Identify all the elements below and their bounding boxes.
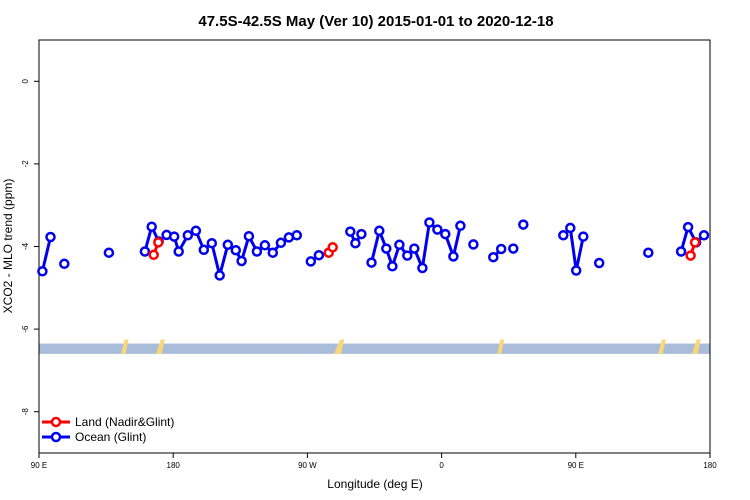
ocean-series-point (394, 239, 405, 251)
ocean-series-point (402, 250, 413, 261)
ocean-series-point (468, 239, 479, 250)
ocean-series-line (679, 225, 706, 252)
ocean-series-point (488, 251, 499, 263)
legend-item-ocean: Ocean (Glint) (42, 430, 146, 444)
land-series-point (689, 237, 701, 248)
ocean-series-point (251, 246, 263, 257)
ocean-series-point (236, 255, 247, 267)
ocean-series-point (103, 247, 115, 258)
land-series-point (153, 237, 164, 248)
continent-sliver (156, 339, 165, 354)
ocean-series-point (643, 247, 654, 258)
ocean-series-point (675, 246, 687, 257)
ocean-series-point (243, 230, 255, 242)
ocean-series-point (698, 230, 710, 241)
ocean-series-point (440, 228, 451, 240)
x-tick-label: 90 W (298, 461, 317, 470)
ocean-series-point (313, 249, 325, 261)
ocean-series-point (37, 266, 48, 277)
ocean-series-point (448, 251, 459, 262)
ocean-series-point (146, 221, 157, 232)
ocean-series-point (558, 230, 569, 241)
ocean-series-point (168, 231, 180, 242)
ocean-series-point (305, 256, 317, 267)
land-series-point (685, 250, 696, 261)
ocean-series-point (565, 222, 576, 234)
y-tick-label: 0 (21, 79, 30, 84)
ocean-series-point (198, 244, 210, 256)
ocean-series-point (508, 243, 519, 254)
y-axis: 0 -2 -4 -6 -8 (21, 79, 39, 416)
y-tick-label: -4 (21, 242, 30, 250)
ocean-series-point (139, 246, 151, 257)
x-tick-label: 180 (167, 461, 181, 470)
legend-label-ocean: Ocean (Glint) (75, 430, 146, 444)
y-axis-label: XCO2 - MLO trend (ppm) (1, 179, 15, 314)
ocean-series-point (381, 243, 392, 254)
ocean-series-point (424, 217, 435, 228)
chart-title: 47.5S-42.5S May (Ver 10) 2015-01-01 to 2… (198, 13, 553, 30)
ocean-series-point (417, 262, 428, 274)
land-series-point (148, 249, 159, 261)
x-axis: 90 E 180 90 W 0 90 E 180 (31, 453, 717, 470)
ocean-series-point (59, 258, 70, 270)
y-tick-label: -2 (21, 160, 30, 168)
continent-sliver (658, 339, 666, 354)
legend-marker-ocean (50, 431, 62, 443)
ocean-series-point (387, 261, 398, 272)
series-layer (37, 217, 710, 281)
ocean-series-point (291, 230, 303, 241)
ocean-series-point (45, 231, 56, 243)
land-series-point (327, 242, 338, 253)
ocean-series-point (230, 244, 242, 256)
ocean-series-point (455, 220, 466, 232)
ocean-series-point (578, 231, 589, 242)
ocean-series-point (495, 243, 507, 255)
y-tick-label: -6 (21, 325, 30, 333)
ocean-series-point (570, 265, 582, 276)
ocean-series-point (345, 226, 356, 237)
map-band-strip (39, 343, 710, 354)
x-tick-label: 90 E (568, 461, 584, 470)
ocean-series-point (366, 257, 377, 268)
ocean-series-point (374, 225, 385, 237)
ocean-series-point (593, 257, 605, 269)
x-axis-label: Longitude (deg E) (327, 477, 422, 491)
ocean-series-point (182, 230, 194, 241)
legend-label-land: Land (Nadir&Glint) (75, 415, 174, 429)
ocean-series-line (40, 236, 52, 272)
ocean-series-point (190, 225, 202, 237)
ocean-series-point (356, 228, 367, 240)
ocean-series-point (206, 237, 218, 249)
legend-marker-land (50, 416, 62, 428)
ocean-series-point (682, 221, 694, 233)
x-tick-label: 180 (703, 461, 717, 470)
ocean-series-point (214, 270, 225, 281)
ocean-series-point (275, 237, 287, 249)
continent-sliver (334, 339, 345, 354)
x-tick-label: 0 (439, 461, 444, 470)
ocean-series-point (173, 246, 184, 257)
y-tick-label: -8 (21, 408, 30, 416)
legend-item-land: Land (Nadir&Glint) (42, 415, 174, 429)
ocean-series-point (267, 247, 279, 258)
continent-sliver (692, 339, 701, 354)
ocean-series-point (432, 224, 443, 235)
continent-sliver (121, 339, 129, 354)
ocean-series-point (259, 240, 271, 251)
continent-sliver (497, 339, 505, 354)
ocean-series-point (409, 243, 420, 254)
ocean-series-point (518, 219, 529, 230)
ocean-series-point (350, 237, 361, 249)
map-band (39, 339, 710, 354)
legend: Land (Nadir&Glint) Ocean (Glint) (42, 415, 174, 444)
x-tick-label: 90 E (31, 461, 47, 470)
ocean-series-point (222, 239, 234, 251)
